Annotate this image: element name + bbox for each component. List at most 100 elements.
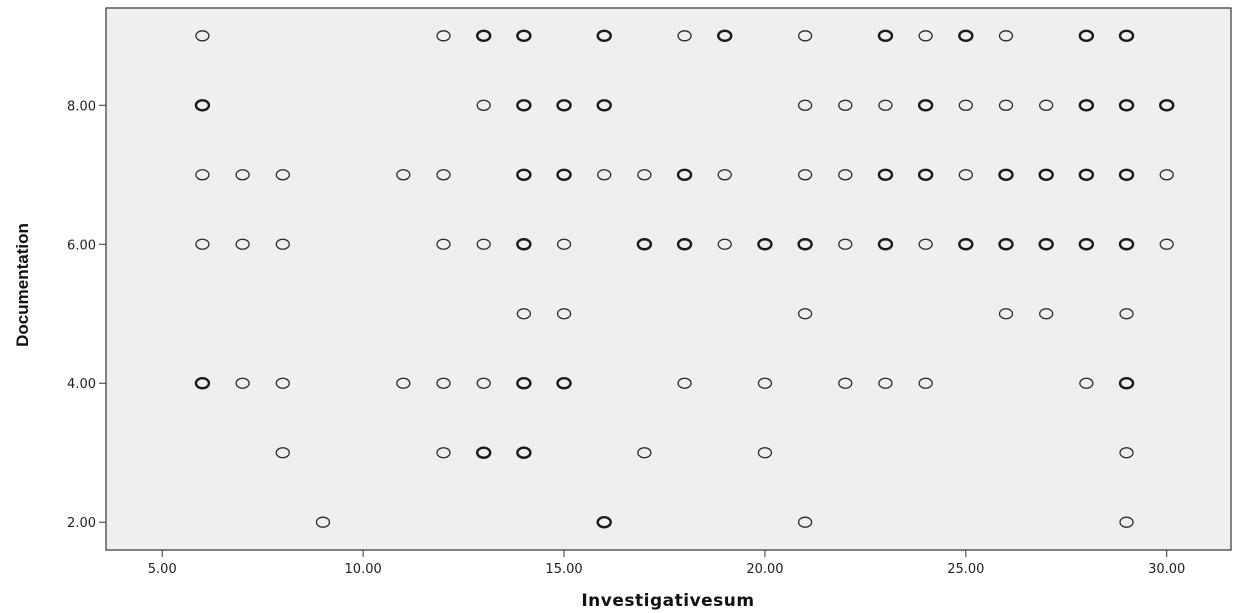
data-point (235, 238, 250, 250)
x-tick-label: 30.00 (1148, 562, 1185, 577)
data-point (1159, 238, 1174, 250)
x-tick-label: 10.00 (345, 562, 382, 577)
data-point (1039, 99, 1054, 111)
data-point (1078, 168, 1095, 181)
data-point (476, 238, 491, 250)
data-point (194, 377, 211, 390)
data-point (195, 238, 210, 250)
data-point (235, 377, 250, 389)
x-tick-label: 5.00 (148, 562, 177, 577)
data-point (877, 29, 894, 42)
data-point (275, 169, 290, 181)
data-point (476, 99, 491, 111)
data-point (717, 238, 732, 250)
data-point (275, 447, 290, 459)
data-point (838, 377, 853, 389)
data-point (516, 377, 532, 390)
data-point (516, 308, 532, 320)
data-point (556, 377, 572, 390)
data-point (958, 238, 974, 251)
data-point (797, 169, 813, 181)
plot-area (105, 7, 1232, 551)
data-point (918, 238, 933, 250)
data-point (958, 99, 973, 111)
data-point (436, 238, 451, 250)
data-point (637, 447, 652, 459)
y-tick-label: 8.00 (67, 99, 96, 114)
data-point (556, 168, 572, 181)
x-tick-label: 25.00 (947, 562, 984, 577)
y-axis-title: Documentation (13, 223, 32, 347)
data-point (1118, 99, 1135, 112)
data-point (1078, 99, 1095, 112)
data-point (1119, 516, 1134, 528)
data-point (396, 169, 411, 181)
data-point (958, 169, 973, 181)
data-point (1078, 238, 1095, 251)
x-axis-title: Investigativesum (581, 591, 754, 611)
data-point (958, 29, 974, 42)
x-axis-ticks: 5.00 10.00 15.00 20.00 25.00 30.00 (148, 550, 1185, 577)
data-point (838, 99, 853, 111)
data-point (677, 30, 692, 42)
data-point (797, 238, 813, 251)
data-point (838, 238, 853, 250)
data-point (396, 377, 411, 389)
data-point (1039, 308, 1054, 320)
data-point (998, 99, 1014, 111)
data-point (516, 446, 532, 459)
data-point (1119, 308, 1134, 320)
y-tick-label: 6.00 (67, 238, 96, 253)
data-point (1079, 377, 1094, 389)
data-point (1118, 29, 1135, 42)
data-point (315, 516, 331, 528)
x-tick-label: 15.00 (545, 562, 582, 577)
data-point (436, 447, 451, 459)
data-point (1118, 238, 1135, 251)
data-point (717, 169, 732, 181)
data-point (676, 168, 693, 181)
y-tick-label: 4.00 (67, 377, 96, 392)
data-point (596, 99, 612, 112)
data-point (757, 377, 773, 389)
data-point (637, 169, 652, 181)
data-point (556, 99, 572, 112)
data-point (1118, 168, 1135, 181)
data-point (797, 516, 813, 528)
data-point (1118, 377, 1135, 390)
data-point (757, 238, 773, 251)
data-point (918, 30, 933, 42)
data-point (998, 238, 1014, 251)
data-point (998, 30, 1014, 42)
data-point (195, 30, 210, 42)
data-point (516, 238, 532, 251)
data-point (717, 29, 733, 42)
data-point (597, 169, 612, 181)
data-point (436, 169, 451, 181)
data-point (797, 308, 813, 320)
data-point (676, 238, 693, 251)
data-point (436, 30, 451, 42)
data-point (194, 99, 211, 112)
data-point (878, 99, 893, 111)
y-tick-label: 2.00 (67, 516, 96, 531)
data-point (1038, 238, 1054, 251)
data-point (1078, 29, 1095, 42)
data-point (1119, 447, 1134, 459)
data-point (275, 238, 290, 250)
data-points (194, 29, 1175, 529)
data-point (998, 168, 1014, 181)
data-point (917, 168, 934, 181)
data-point (516, 168, 532, 181)
data-point (1038, 168, 1054, 181)
data-point (797, 30, 813, 42)
data-point (797, 99, 813, 111)
data-point (556, 308, 572, 320)
data-point (436, 377, 451, 389)
data-point (998, 308, 1014, 320)
data-point (516, 29, 532, 42)
data-point (917, 99, 934, 112)
data-point (878, 377, 893, 389)
data-point (1159, 169, 1174, 181)
